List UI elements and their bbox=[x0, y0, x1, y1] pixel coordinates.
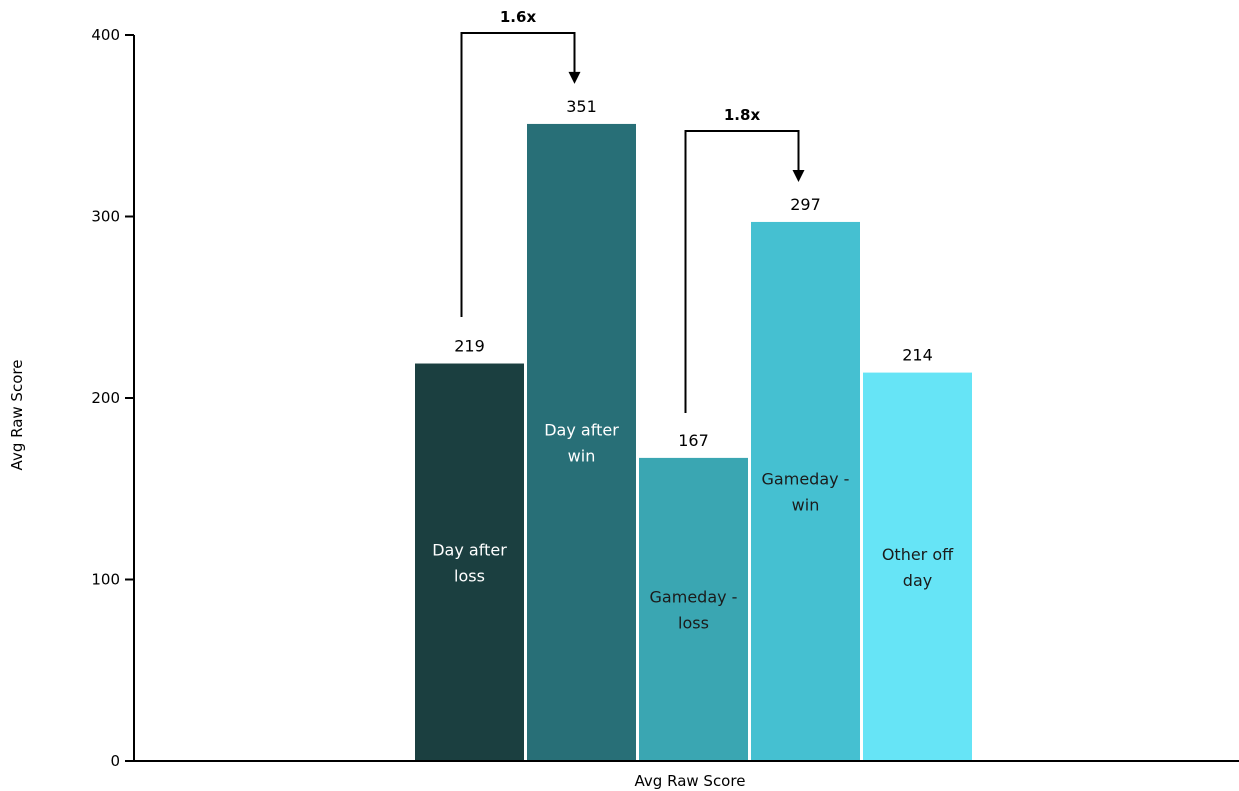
bar-category-label: day bbox=[903, 571, 932, 590]
ratio-label: 1.6x bbox=[500, 8, 537, 26]
ratio-bracket-line bbox=[684, 130, 800, 413]
bar-value-label: 351 bbox=[566, 97, 597, 116]
y-tick-label: 400 bbox=[91, 26, 120, 44]
bar-value-label: 297 bbox=[790, 195, 821, 214]
bar bbox=[639, 457, 748, 761]
bar-category-label: win bbox=[792, 495, 820, 514]
bar bbox=[751, 221, 860, 761]
y-tick-label: 100 bbox=[91, 571, 120, 589]
arrow-head-icon bbox=[568, 71, 581, 84]
y-axis-title: Avg Raw Score bbox=[8, 360, 26, 471]
bar-value-label: 219 bbox=[454, 337, 485, 356]
bar-category-label: loss bbox=[678, 613, 709, 632]
y-tick-label: 0 bbox=[110, 752, 120, 770]
y-axis-ticks: 0 100 200 300 400 bbox=[91, 26, 134, 770]
x-axis-title: Avg Raw Score bbox=[635, 772, 746, 790]
y-tick-label: 200 bbox=[91, 389, 120, 407]
bar-category-label: win bbox=[568, 446, 596, 465]
bars-group: 219 Day after loss 351 Day after win 167 Gameda… bbox=[415, 97, 972, 761]
bar-category-label: Other off bbox=[882, 545, 954, 564]
bar-category-label: Gameday - bbox=[762, 469, 850, 488]
ratio-bracket-line bbox=[460, 32, 576, 317]
bar-category-label: Day after bbox=[432, 540, 507, 559]
bar-category-label: Day after bbox=[544, 420, 619, 439]
y-tick-label: 300 bbox=[91, 208, 120, 226]
bar-value-label: 214 bbox=[902, 346, 933, 365]
arrow-head-icon bbox=[792, 169, 805, 182]
ratio-label: 1.8x bbox=[724, 106, 761, 124]
bar bbox=[863, 372, 972, 761]
bar bbox=[527, 123, 636, 761]
bar bbox=[415, 363, 524, 761]
bar-value-label: 167 bbox=[678, 431, 709, 450]
bar-category-label: loss bbox=[454, 566, 485, 585]
ratio-annotations: 1.6x 1.8x bbox=[460, 8, 805, 413]
bar-category-label: Gameday - bbox=[650, 587, 738, 606]
